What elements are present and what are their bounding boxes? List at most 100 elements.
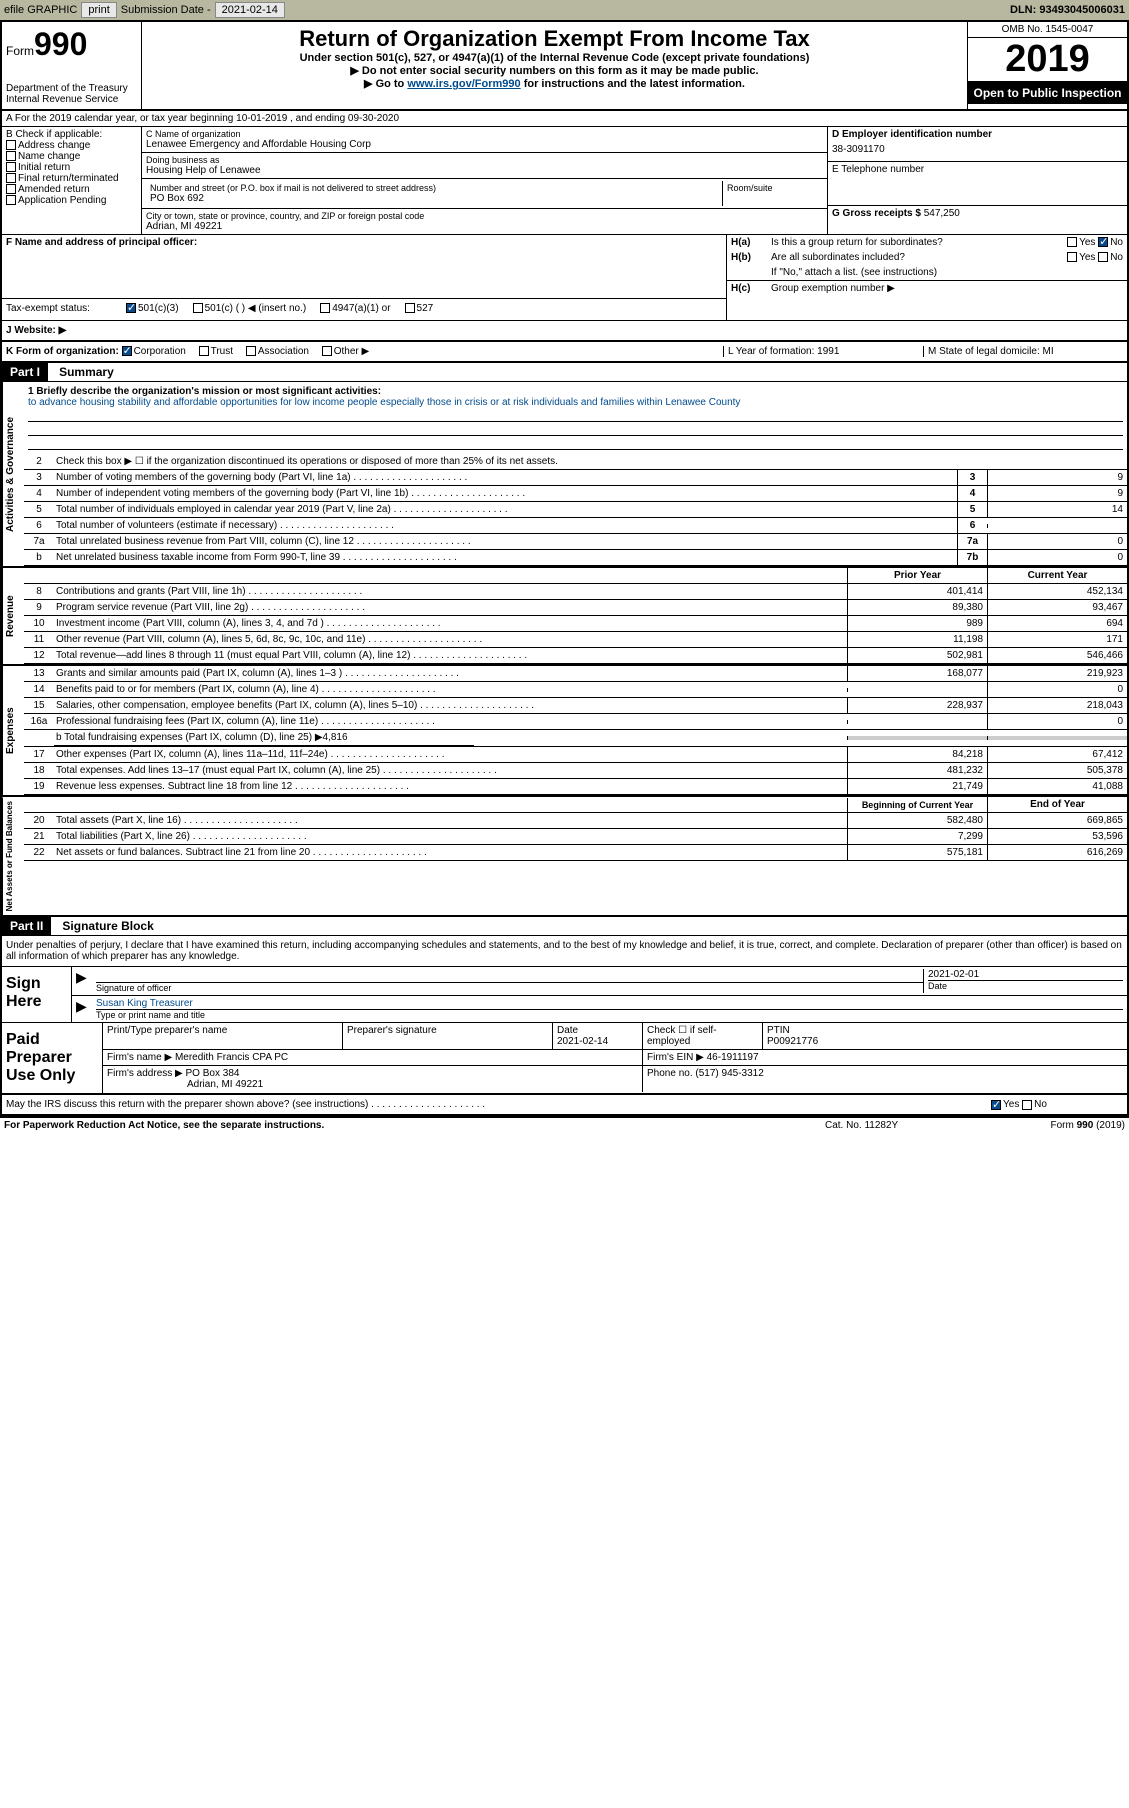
prior-year-header: Prior Year — [847, 568, 987, 583]
assoc-checkbox[interactable] — [246, 346, 256, 356]
gross-value: 547,250 — [924, 208, 960, 219]
form-main: Form990 Department of the Treasury Inter… — [0, 20, 1129, 1118]
hc-text: Group exemption number ▶ — [771, 283, 1123, 294]
footer-right: Form 990 (2019) — [975, 1120, 1125, 1131]
tax-status-label: Tax-exempt status: — [6, 303, 126, 314]
signature-section: Under penalties of perjury, I declare th… — [2, 936, 1127, 1116]
initial-return-checkbox[interactable] — [6, 162, 16, 172]
b-opt-2: Initial return — [18, 162, 70, 173]
website-row: J Website: ▶ — [2, 321, 1127, 342]
hc-label: H(c) — [731, 283, 771, 294]
b-opt-4: Amended return — [18, 184, 90, 195]
mission-text: to advance housing stability and afforda… — [28, 397, 1123, 408]
form-word: Form — [6, 44, 34, 58]
hb-no-checkbox[interactable] — [1098, 252, 1108, 262]
hb-note: If "No," attach a list. (see instruction… — [727, 265, 1127, 280]
501c3-checkbox[interactable] — [126, 303, 136, 313]
sig-date-value: 2021-02-01 — [928, 969, 1123, 981]
address-change-checkbox[interactable] — [6, 140, 16, 150]
submission-label: Submission Date - — [121, 4, 211, 16]
sig-officer-label: Signature of officer — [96, 983, 923, 993]
type-label: Type or print name and title — [96, 1010, 1123, 1020]
ptin-label: PTIN — [767, 1025, 1123, 1036]
name-change-checkbox[interactable] — [6, 151, 16, 161]
hb-yes-checkbox[interactable] — [1067, 252, 1077, 262]
footer-left: For Paperwork Reduction Act Notice, see … — [4, 1120, 825, 1131]
b-opt-1: Name change — [18, 151, 80, 162]
begin-year-header: Beginning of Current Year — [847, 798, 987, 812]
firm-ein-value: 46-1911197 — [707, 1052, 759, 1063]
form-subtitle-2: ▶ Do not enter social security numbers o… — [146, 64, 963, 77]
prep-date-label: Date — [557, 1025, 638, 1036]
ts-opt-2: 4947(a)(1) or — [332, 303, 390, 314]
firm-name-label: Firm's name ▶ — [107, 1052, 172, 1063]
ptin-value: P00921776 — [767, 1036, 1123, 1047]
paid-preparer-label: Paid Preparer Use Only — [2, 1023, 102, 1093]
irs-link[interactable]: www.irs.gov/Form990 — [407, 78, 520, 90]
ts-opt-1: 501(c) ( ) ◀ (insert no.) — [205, 303, 307, 314]
b-opt-0: Address change — [18, 140, 90, 151]
submission-date-button[interactable]: 2021-02-14 — [215, 2, 285, 18]
4947-checkbox[interactable] — [320, 303, 330, 313]
summary-activities: Activities & Governance 1 Briefly descri… — [2, 382, 1127, 566]
501c-checkbox[interactable] — [193, 303, 203, 313]
print-button[interactable]: print — [81, 2, 116, 18]
part2-header-row: Part II Signature Block — [2, 917, 1127, 936]
irs-text: Internal Revenue Service — [6, 94, 137, 105]
website-label: J Website: ▶ — [6, 325, 66, 336]
ein-label: D Employer identification number — [832, 129, 1123, 140]
addr-value: PO Box 692 — [150, 193, 718, 204]
prep-sig-label: Preparer's signature — [343, 1023, 553, 1049]
k-opt-0: Corporation — [134, 346, 186, 357]
tax-year: 2019 — [968, 38, 1127, 82]
prep-date-value: 2021-02-14 — [557, 1036, 638, 1047]
gross-label: G Gross receipts $ — [832, 208, 921, 219]
f-label: F Name and address of principal officer: — [6, 237, 722, 248]
tel-label: E Telephone number — [832, 164, 1123, 175]
ha-no-checkbox[interactable] — [1098, 237, 1108, 247]
trust-checkbox[interactable] — [199, 346, 209, 356]
hb-label: H(b) — [731, 252, 771, 263]
line16b-text: b Total fundraising expenses (Part IX, c… — [54, 730, 474, 746]
final-return-checkbox[interactable] — [6, 173, 16, 183]
efile-link[interactable]: efile GRAPHIC — [4, 4, 77, 16]
goto-post: for instructions and the latest informat… — [521, 78, 745, 90]
ts-opt-0: 501(c)(3) — [138, 303, 179, 314]
officer-name: Susan King Treasurer — [96, 998, 1123, 1010]
k-opt-1: Trust — [211, 346, 233, 357]
form-number: 990 — [34, 26, 87, 62]
other-checkbox[interactable] — [322, 346, 332, 356]
app-pending-checkbox[interactable] — [6, 195, 16, 205]
discuss-yes-checkbox[interactable] — [991, 1100, 1001, 1110]
column-b: B Check if applicable: Address change Na… — [2, 127, 142, 234]
org-name-label: C Name of organization — [146, 129, 823, 139]
footer: For Paperwork Reduction Act Notice, see … — [0, 1118, 1129, 1133]
firm-city-value: Adrian, MI 49221 — [107, 1079, 638, 1090]
b-label: B Check if applicable: — [6, 129, 137, 140]
discuss-no-checkbox[interactable] — [1022, 1100, 1032, 1110]
part1-header-row: Part I Summary — [2, 363, 1127, 382]
ha-label: H(a) — [731, 237, 771, 248]
prep-name-label: Print/Type preparer's name — [103, 1023, 343, 1049]
part2-title: Signature Block — [54, 919, 153, 933]
mission-label: 1 Briefly describe the organization's mi… — [28, 386, 1123, 397]
b-opt-3: Final return/terminated — [18, 173, 119, 184]
b-opt-5: Application Pending — [18, 195, 106, 206]
amended-return-checkbox[interactable] — [6, 184, 16, 194]
sign-here-label: Sign Here — [2, 967, 72, 1022]
ha-yes-checkbox[interactable] — [1067, 237, 1077, 247]
column-d: D Employer identification number 38-3091… — [827, 127, 1127, 234]
corp-checkbox[interactable] — [122, 346, 132, 356]
summary-revenue: Revenue Prior YearCurrent Year 8Contribu… — [2, 566, 1127, 664]
firm-addr-label: Firm's address ▶ — [107, 1068, 183, 1079]
ha-text: Is this a group return for subordinates? — [771, 237, 1013, 248]
527-checkbox[interactable] — [405, 303, 415, 313]
k-opt-2: Association — [258, 346, 309, 357]
ts-opt-3: 527 — [417, 303, 434, 314]
line2-text: Check this box ▶ ☐ if the organization d… — [54, 454, 1127, 469]
addr-label: Number and street (or P.O. box if mail i… — [150, 183, 718, 193]
dept-text: Department of the Treasury — [6, 83, 137, 94]
sig-intro: Under penalties of perjury, I declare th… — [2, 936, 1127, 967]
summary-netassets: Net Assets or Fund Balances Beginning of… — [2, 795, 1127, 917]
goto-pre: ▶ Go to — [364, 78, 407, 90]
